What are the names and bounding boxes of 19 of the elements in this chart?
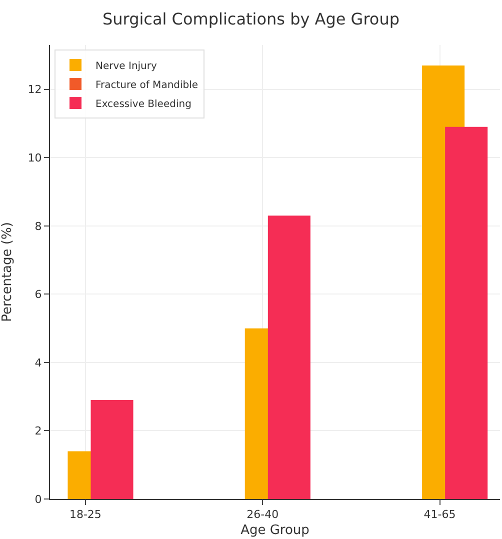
y-tick-label: 6 (34, 288, 42, 302)
y-tick-label: 4 (34, 356, 42, 370)
y-tick-label: 0 (34, 492, 42, 506)
x-tick-label: 26-40 (246, 508, 279, 522)
y-tick-label: 10 (28, 152, 42, 164)
legend-label: Excessive Bleeding (96, 98, 192, 110)
x-tick-label: 41-65 (424, 508, 456, 522)
legend-label: Fracture of Mandible (96, 80, 198, 91)
chart-title: Surgical Complications by Age Group (102, 10, 400, 29)
bar (90, 400, 134, 499)
bar (268, 216, 310, 499)
y-tick-label: 2 (34, 424, 42, 438)
x-tick-label: 18-25 (69, 508, 102, 522)
y-axis-title: Percentage (%) (0, 222, 15, 322)
y-tick-label: 12 (28, 83, 42, 96)
legend-label: Nerve Injury (96, 60, 158, 72)
bar (445, 126, 488, 499)
x-axis-title: Age Group (240, 522, 310, 538)
y-tick-label: 8 (34, 220, 42, 233)
